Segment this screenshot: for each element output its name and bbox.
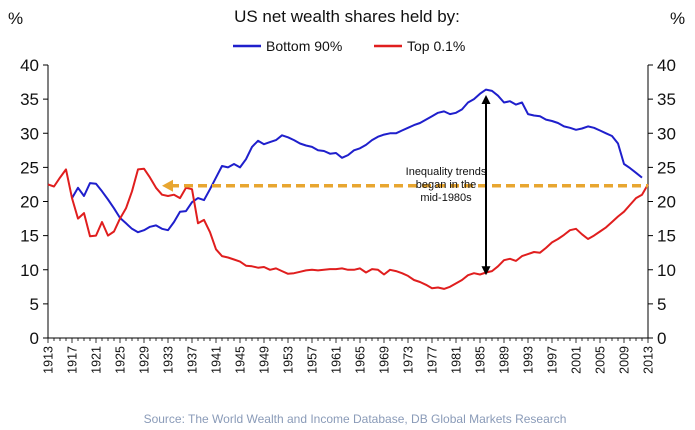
x-tick-label: 2005: [594, 346, 608, 374]
y-tick-label-left: 30: [20, 124, 39, 143]
x-tick-label: 1961: [330, 346, 344, 374]
x-tick-label: 1953: [282, 346, 296, 374]
y-tick-label-right: 20: [657, 193, 676, 212]
y-tick-label-right: 35: [657, 90, 676, 109]
x-tick-label: 1949: [258, 346, 272, 374]
y-tick-label-left: 5: [30, 295, 39, 314]
x-tick-label: 1929: [138, 346, 152, 374]
double-arrow-head-up: [481, 95, 491, 105]
annotation-line: began in the: [416, 179, 477, 191]
x-tick-label: 1969: [378, 346, 392, 374]
x-tick-label: 1957: [306, 346, 320, 374]
x-tick-label: 1917: [66, 346, 80, 374]
y-tick-label-left: 40: [20, 56, 39, 75]
x-tick-label: 1993: [522, 346, 536, 374]
x-tick-label: 1973: [402, 346, 416, 374]
x-tick-label: 1925: [114, 346, 128, 374]
source-note: Source: The World Wealth and Income Data…: [144, 412, 567, 426]
x-tick-label: 1989: [498, 346, 512, 374]
y-tick-label-left: 10: [20, 261, 39, 280]
annotation-text: Inequality trends began in the mid-1980s: [406, 166, 487, 204]
x-tick-label: 2013: [642, 346, 656, 374]
y-tick-label-right: 30: [657, 124, 676, 143]
y-tick-label-right: 15: [657, 227, 676, 246]
series-line-bottom-90: [71, 88, 643, 234]
x-tick-label: 1977: [426, 346, 440, 374]
annotation-line: mid-1980s: [420, 192, 472, 204]
double-arrow-head-down: [481, 266, 491, 276]
x-tick-label: 1965: [354, 346, 368, 374]
annotation-layer: Inequality trends began in the mid-1980s: [162, 95, 648, 276]
y-tick-label-right: 25: [657, 158, 676, 177]
y-tick-label-left: 25: [20, 158, 39, 177]
x-tick-label: 1933: [162, 346, 176, 374]
x-tick-label: 1985: [474, 346, 488, 374]
x-tick-label: 2001: [570, 346, 584, 374]
x-tick-label: 1941: [210, 346, 224, 374]
y-tick-label-left: 15: [20, 227, 39, 246]
series-line-top-0-1: [47, 167, 649, 290]
legend-label-bottom-90: Bottom 90%: [266, 38, 342, 54]
right-axis-unit: %: [670, 9, 685, 28]
x-tick-label: 1921: [90, 346, 104, 374]
legend: Bottom 90% Top 0.1%: [233, 38, 465, 54]
chart-title: US net wealth shares held by:: [234, 7, 460, 26]
axes: 0 0 5 5 10 10 15 15 20 20 25 25 30 30 35 35 40 40 1913 1917…: [20, 56, 676, 374]
y-tick-label-right: 10: [657, 261, 676, 280]
series-layer: [47, 88, 649, 290]
annotation-line: Inequality trends: [406, 166, 487, 178]
x-tick-label: 2009: [618, 346, 632, 374]
x-tick-label: 1937: [186, 346, 200, 374]
y-tick-label-right: 5: [657, 295, 666, 314]
x-tick-label: 1913: [42, 346, 56, 374]
legend-label-top-0-1: Top 0.1%: [407, 38, 465, 54]
y-tick-label-left: 20: [20, 193, 39, 212]
x-tick-label: 1945: [234, 346, 248, 374]
y-tick-label-right: 0: [657, 329, 666, 348]
y-tick-label-left: 0: [30, 329, 39, 348]
x-tick-label: 1997: [546, 346, 560, 374]
reference-arrowhead: [162, 179, 173, 192]
left-axis-unit: %: [8, 9, 23, 28]
y-tick-label-right: 40: [657, 56, 676, 75]
x-tick-label: 1981: [450, 346, 464, 374]
y-tick-label-left: 35: [20, 90, 39, 109]
